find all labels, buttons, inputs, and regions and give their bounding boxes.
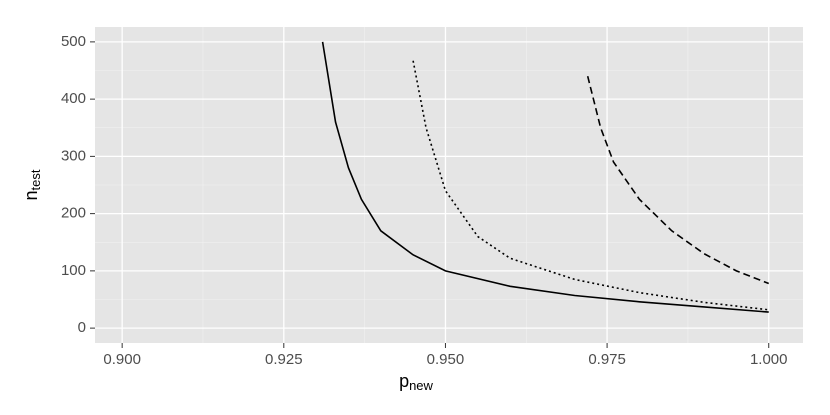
y-axis-title-sub: test <box>28 169 43 190</box>
x-tick-label: 1.000 <box>750 351 788 368</box>
y-tick-label: 500 <box>61 33 86 50</box>
data-line <box>586 76 770 285</box>
x-axis-title-main: p <box>399 371 409 391</box>
y-tick-label: 300 <box>61 147 86 164</box>
y-tick-label: 0 <box>78 319 86 336</box>
y-axis-title: ntest <box>21 169 44 200</box>
x-tick-label: 0.975 <box>588 351 626 368</box>
data-line <box>412 60 769 311</box>
x-tick-label: 0.900 <box>103 351 141 368</box>
x-tick-label: 0.925 <box>265 351 303 368</box>
x-tick-label: 0.950 <box>427 351 465 368</box>
y-tick-label: 100 <box>61 262 86 279</box>
y-tick-label: 400 <box>61 90 86 107</box>
y-axis-title-main: n <box>21 190 41 200</box>
y-tick-label: 200 <box>61 205 86 222</box>
x-axis-title: pnew <box>399 371 433 394</box>
data-line <box>321 41 769 313</box>
x-axis-title-sub: new <box>409 378 433 393</box>
